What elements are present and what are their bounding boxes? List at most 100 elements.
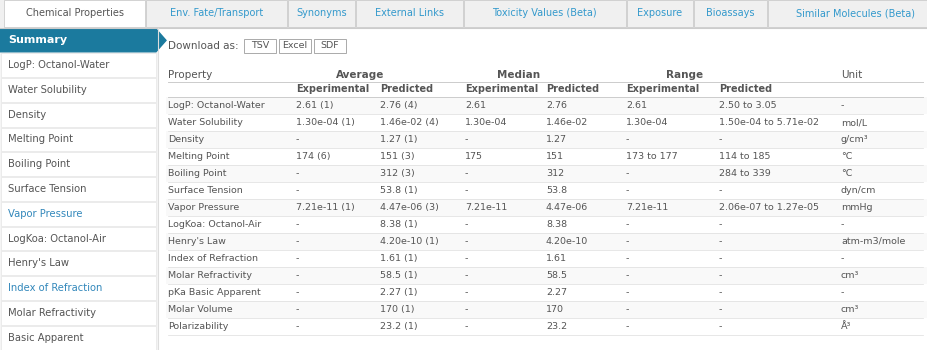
Bar (146, 0, 287, 27)
Text: -: - (296, 288, 299, 297)
Text: Property: Property (168, 70, 212, 80)
Text: -: - (464, 220, 468, 229)
Bar (166, 131, 927, 148)
Text: LogKoa: Octanol-Air: LogKoa: Octanol-Air (8, 233, 106, 244)
Bar (1, 202, 156, 226)
Text: 2.61: 2.61 (464, 101, 486, 110)
Text: 8.38: 8.38 (545, 220, 566, 229)
Text: 23.2: 23.2 (545, 322, 566, 331)
Text: mol/L: mol/L (840, 118, 866, 127)
Text: -: - (718, 254, 721, 263)
Text: LogP: Octanol-Water: LogP: Octanol-Water (8, 60, 109, 70)
Text: -: - (626, 254, 629, 263)
Text: cm³: cm³ (840, 271, 858, 280)
Text: 1.27 (1): 1.27 (1) (379, 135, 417, 144)
Bar (1, 326, 156, 350)
Text: -: - (718, 186, 721, 195)
Text: Median: Median (497, 70, 540, 80)
Bar (1, 177, 156, 201)
Text: External Links: External Links (375, 8, 443, 19)
Text: Predicted: Predicted (718, 84, 771, 94)
Text: -: - (464, 186, 468, 195)
Text: 1.46e-02 (4): 1.46e-02 (4) (379, 118, 438, 127)
Bar (166, 301, 927, 318)
Text: 2.61 (1): 2.61 (1) (296, 101, 333, 110)
Text: -: - (626, 237, 629, 246)
Text: Experimental: Experimental (464, 84, 538, 94)
Text: 23.2 (1): 23.2 (1) (379, 322, 417, 331)
Bar (166, 267, 927, 284)
Bar (1, 128, 156, 151)
Bar (313, 39, 346, 53)
Bar (768, 0, 927, 27)
Bar (1, 227, 156, 250)
Text: -: - (626, 169, 629, 178)
Text: -: - (718, 135, 721, 144)
Text: 1.30e-04: 1.30e-04 (626, 118, 667, 127)
Text: -: - (464, 305, 468, 314)
Bar (0, 0, 927, 28)
Text: Exposure: Exposure (637, 8, 681, 19)
Bar (166, 250, 927, 267)
Text: atm-m3/mole: atm-m3/mole (840, 237, 905, 246)
Text: mmHg: mmHg (840, 203, 871, 212)
Text: -: - (464, 271, 468, 280)
Text: Experimental: Experimental (296, 84, 369, 94)
Bar (166, 114, 927, 131)
Text: Henry's Law: Henry's Law (8, 258, 69, 268)
Bar (288, 0, 354, 27)
Text: 1.27: 1.27 (545, 135, 566, 144)
Text: Molar Refractivity: Molar Refractivity (8, 308, 95, 318)
Text: 1.30e-04: 1.30e-04 (464, 118, 507, 127)
Text: -: - (718, 271, 721, 280)
Text: -: - (718, 322, 721, 331)
Text: Å³: Å³ (840, 322, 850, 331)
Text: Henry's Law: Henry's Law (168, 237, 225, 246)
Bar (244, 39, 275, 53)
Text: Index of Refraction: Index of Refraction (168, 254, 258, 263)
Text: Experimental: Experimental (626, 84, 699, 94)
Text: Similar Molecules (Beta): Similar Molecules (Beta) (795, 8, 914, 19)
Text: -: - (718, 237, 721, 246)
Text: Basic Apparent: Basic Apparent (8, 332, 83, 343)
Text: Boiling Point: Boiling Point (168, 169, 226, 178)
Text: -: - (464, 237, 468, 246)
Text: -: - (296, 271, 299, 280)
Polygon shape (0, 29, 166, 52)
Text: 8.38 (1): 8.38 (1) (379, 220, 417, 229)
Text: 53.8: 53.8 (545, 186, 566, 195)
Text: 151 (3): 151 (3) (379, 152, 414, 161)
Text: Excel: Excel (282, 42, 307, 50)
Text: 170 (1): 170 (1) (379, 305, 414, 314)
Text: 1.61: 1.61 (545, 254, 566, 263)
Text: -: - (464, 254, 468, 263)
Bar (166, 148, 927, 165)
Text: -: - (718, 220, 721, 229)
Text: 53.8 (1): 53.8 (1) (379, 186, 417, 195)
Bar (1, 276, 156, 300)
Text: 1.30e-04 (1): 1.30e-04 (1) (296, 118, 354, 127)
Text: Bioassays: Bioassays (705, 8, 754, 19)
Text: Surface Tension: Surface Tension (8, 184, 86, 194)
Text: Synonyms: Synonyms (296, 8, 347, 19)
Text: 7.21e-11: 7.21e-11 (464, 203, 507, 212)
Text: Chemical Properties: Chemical Properties (26, 8, 123, 19)
Text: Molar Volume: Molar Volume (168, 305, 233, 314)
Text: °C: °C (840, 152, 852, 161)
Text: -: - (296, 135, 299, 144)
Text: -: - (718, 288, 721, 297)
Text: -: - (296, 254, 299, 263)
Bar (1, 103, 156, 127)
Text: Vapor Pressure: Vapor Pressure (168, 203, 239, 212)
Text: TSV: TSV (250, 42, 269, 50)
Text: -: - (840, 101, 844, 110)
Text: Predicted: Predicted (545, 84, 599, 94)
Text: LogKoa: Octanol-Air: LogKoa: Octanol-Air (168, 220, 261, 229)
Text: -: - (840, 288, 844, 297)
Bar (166, 97, 927, 114)
Text: 58.5: 58.5 (545, 271, 566, 280)
Text: -: - (626, 271, 629, 280)
Text: -: - (464, 169, 468, 178)
Text: -: - (464, 322, 468, 331)
Text: SDF: SDF (321, 42, 339, 50)
